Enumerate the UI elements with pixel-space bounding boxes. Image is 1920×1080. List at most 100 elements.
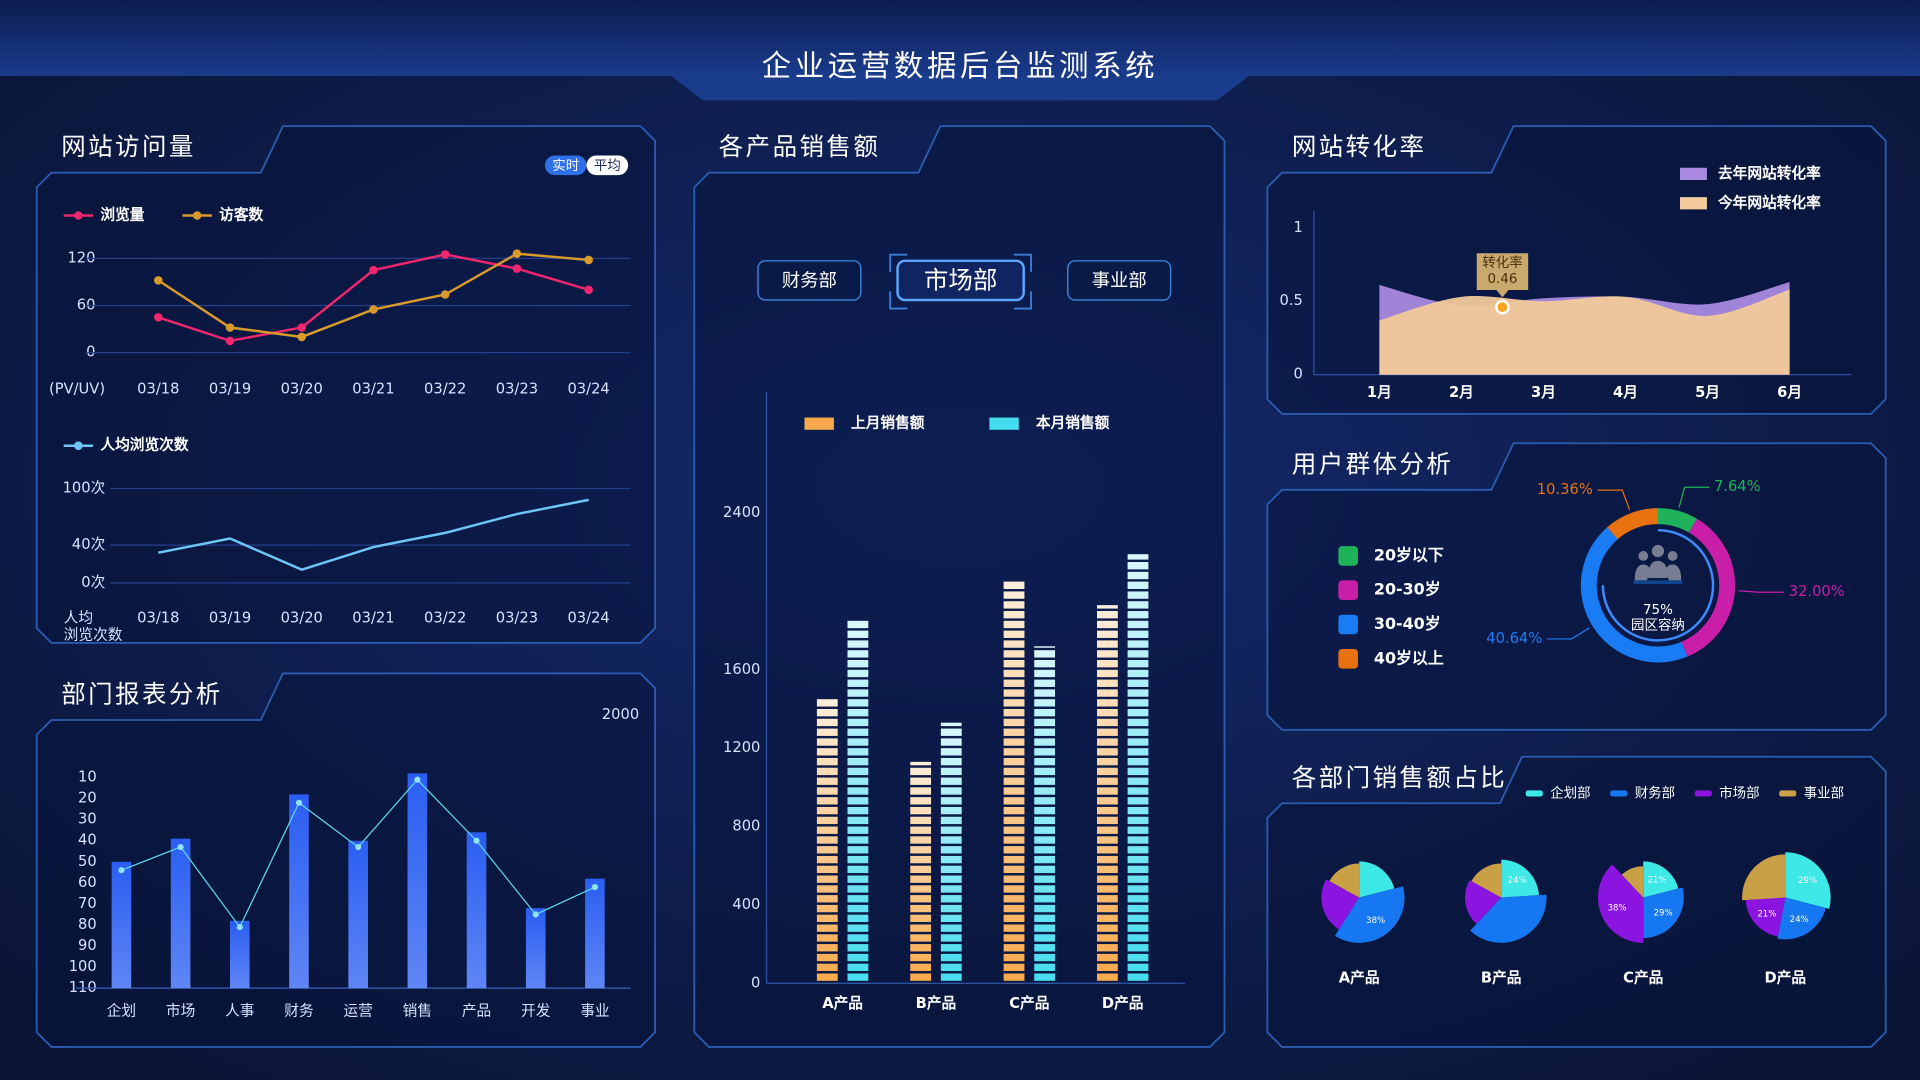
bar (525, 908, 546, 989)
y-tick-label: 40次 (72, 536, 106, 553)
x-tick-label: 03/19 (209, 609, 251, 626)
bar (816, 697, 838, 984)
panel-frame (1266, 442, 1887, 731)
x-tick-label: D产品 (1102, 994, 1144, 1012)
y-tick-label: 0次 (81, 574, 105, 591)
y-tick-label: 0 (751, 974, 760, 991)
x-tick-label: 开发 (521, 1002, 551, 1019)
pie-slice (1471, 863, 1502, 898)
tab-button[interactable] (757, 260, 862, 301)
x-tick-label: 03/19 (209, 380, 251, 397)
pie-slice (1785, 852, 1831, 909)
y-tick-label: 0 (1293, 366, 1302, 383)
leader-line (1678, 486, 1710, 508)
legend-label: 市场部 (1719, 784, 1759, 801)
data-point (225, 336, 235, 346)
panel-frame (35, 125, 657, 644)
tab-button[interactable] (1067, 260, 1172, 301)
bar (1034, 646, 1056, 984)
legend-swatch (1338, 580, 1358, 600)
bar (910, 761, 932, 984)
pie-slice (1329, 863, 1360, 898)
data-point (118, 867, 125, 874)
legend-label: 财务部 (1635, 785, 1675, 801)
data-point (154, 276, 163, 285)
y-tick-label: 30 (78, 811, 97, 828)
legend-label: 20-30岁 (1374, 580, 1441, 599)
x-tick-label: 03/18 (137, 380, 179, 397)
x-tick-label: B产品 (1481, 968, 1522, 986)
area (1379, 289, 1790, 375)
x-tick-label: 1月 (1367, 384, 1392, 401)
x-tick-label: 03/22 (424, 609, 466, 626)
bar (1096, 605, 1118, 984)
donut-segment (1607, 508, 1658, 540)
data-point (177, 843, 184, 851)
x-tick-label: 5月 (1695, 384, 1720, 401)
tab-label[interactable]: 市场部 (924, 266, 997, 295)
data-point (297, 323, 307, 332)
x-tick-label: 6月 (1777, 384, 1802, 401)
axis-label: 人均 (64, 609, 93, 626)
data-point (295, 799, 303, 806)
x-tick-label: 03/18 (137, 609, 179, 626)
series-line (158, 498, 589, 571)
y-tick-label: 2400 (723, 504, 760, 521)
legend-swatch (1779, 790, 1797, 797)
y-tick-label: 90 (78, 937, 97, 954)
y2-tick-label: 2000 (602, 706, 639, 723)
bar (847, 618, 869, 984)
tab-button[interactable] (896, 259, 1025, 302)
data-point (584, 255, 593, 265)
toggle-label[interactable]: 平均 (594, 158, 621, 174)
x-tick-label: 运营 (343, 1002, 372, 1019)
bar (585, 878, 605, 989)
pie-slice (1621, 866, 1644, 898)
x-tick-label: 03/22 (424, 380, 466, 397)
annotation-point (1495, 299, 1510, 315)
bar (466, 832, 487, 989)
toggle-label[interactable]: 实时 (552, 158, 579, 174)
pie-slice (1334, 886, 1405, 943)
tab-label[interactable]: 事业部 (1092, 271, 1147, 292)
x-tick-label: 03/21 (352, 609, 394, 626)
legend-label: 去年网站转化率 (1718, 164, 1821, 182)
legend-label: 访客数 (219, 206, 263, 224)
x-tick-label: C产品 (1009, 994, 1049, 1012)
tab-label[interactable]: 财务部 (782, 271, 837, 292)
data-point (584, 285, 593, 295)
header-tab (671, 75, 1249, 101)
tab-bracket (889, 253, 1032, 310)
pie-slice (1321, 879, 1360, 930)
y-tick-label: 100次 (63, 480, 106, 497)
data-point (512, 264, 522, 273)
data-point (440, 290, 450, 299)
x-tick-label: 产品 (462, 1002, 491, 1019)
pie-slice (1501, 859, 1539, 898)
header-band (0, 0, 1920, 76)
data-label: 32.00% (1789, 583, 1845, 600)
legend-label: 30-40岁 (1374, 614, 1441, 633)
legend-swatch (989, 417, 1019, 430)
data-label: 24% (1508, 876, 1527, 886)
leader-line (1547, 627, 1590, 640)
pie-slice (1597, 864, 1644, 943)
data-point (236, 924, 243, 931)
toggle-button[interactable] (586, 155, 629, 176)
legend-swatch (1338, 614, 1358, 635)
data-label: 40.64% (1486, 630, 1542, 647)
bar (940, 722, 962, 984)
data-point (369, 305, 378, 314)
panel-title: 网站访问量 (61, 132, 196, 161)
data-point (225, 323, 235, 332)
legend-label: 今年网站转化率 (1717, 193, 1821, 211)
data-label: 29% (1654, 908, 1673, 918)
toggle-button[interactable] (544, 155, 587, 176)
legend-swatch (804, 417, 834, 430)
donut-segment (1657, 508, 1697, 533)
annotation-label: 转化率 (1482, 254, 1522, 271)
y-tick-label: 70 (78, 895, 97, 912)
legend-swatch (1694, 790, 1712, 797)
x-tick-label: 企划 (107, 1001, 136, 1019)
